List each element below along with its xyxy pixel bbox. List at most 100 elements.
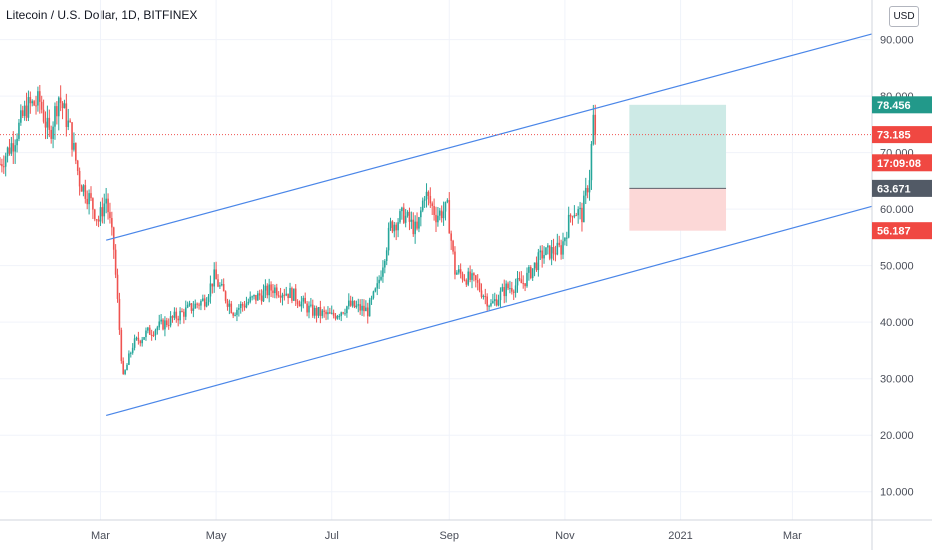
- channel-lines[interactable]: [0, 33, 873, 417]
- candle-body: [84, 185, 87, 199]
- candle-body: [567, 214, 570, 238]
- candle-body: [395, 224, 397, 231]
- candle-body: [130, 352, 132, 354]
- candle-body: [571, 216, 574, 218]
- candle-body: [505, 283, 507, 297]
- candle-body: [175, 311, 178, 319]
- candle-body: [20, 110, 22, 123]
- candle-body: [1, 164, 3, 167]
- candle-body: [397, 222, 399, 231]
- candle-body: [330, 312, 333, 314]
- candle-body: [207, 296, 210, 303]
- candle-body: [558, 242, 561, 246]
- candle-body: [492, 301, 494, 304]
- candle-body: [427, 191, 430, 196]
- candle-body: [156, 327, 159, 331]
- candle-body: [184, 307, 187, 317]
- candle-body: [16, 138, 18, 146]
- candle-body: [588, 180, 591, 193]
- y-tick-label: 10.000: [880, 487, 914, 499]
- candle-body: [215, 269, 217, 280]
- candle-body: [457, 269, 460, 273]
- candle-body: [389, 221, 392, 228]
- candle-body: [562, 241, 564, 255]
- candle-body: [410, 219, 413, 222]
- candle-body: [480, 290, 483, 297]
- y-tick-label: 40.000: [880, 317, 914, 329]
- candle-body: [475, 275, 477, 281]
- candle-body: [23, 105, 26, 116]
- currency-button[interactable]: USD: [889, 6, 919, 27]
- channel-upper-line[interactable]: [106, 33, 873, 241]
- candles: [0, 85, 597, 376]
- candle-body: [577, 209, 579, 216]
- candle-body: [291, 288, 293, 301]
- candle-body: [135, 337, 138, 339]
- candle-body: [465, 280, 468, 285]
- candle-body: [124, 370, 126, 375]
- candle-body: [141, 339, 143, 344]
- candle-body: [293, 288, 295, 301]
- channel-lower-line[interactable]: [105, 205, 873, 417]
- candle-body: [188, 303, 191, 305]
- candle-body: [260, 295, 263, 302]
- candle-body: [537, 252, 540, 271]
- candle-body: [211, 283, 214, 287]
- candle-body: [520, 279, 523, 284]
- price-badge: [872, 222, 932, 240]
- candle-body: [152, 334, 155, 336]
- candle-body: [239, 304, 242, 309]
- candle-body: [105, 198, 107, 204]
- candle-body: [408, 211, 411, 222]
- candle-body: [531, 268, 534, 278]
- position-tool[interactable]: [629, 104, 727, 231]
- candle-body: [368, 299, 371, 317]
- candle-body: [238, 308, 240, 310]
- candle-body: [346, 306, 348, 314]
- candle-body: [384, 260, 386, 268]
- candle-body: [564, 237, 566, 242]
- candle-body: [266, 285, 269, 296]
- candle-body: [198, 304, 200, 306]
- candle-body: [380, 276, 382, 280]
- candle-body: [514, 285, 517, 293]
- candle-body: [372, 291, 375, 298]
- candle-body: [118, 298, 121, 330]
- candle-body: [192, 308, 195, 311]
- candle-body: [556, 242, 559, 255]
- candle-body: [4, 156, 7, 167]
- candle-body: [99, 207, 102, 222]
- candle-body: [243, 305, 246, 308]
- candle-body: [522, 283, 524, 285]
- candle-body: [338, 315, 341, 317]
- candle-body: [545, 247, 547, 255]
- candle-body: [220, 284, 223, 286]
- candle-body: [226, 300, 229, 307]
- candle-body: [154, 330, 157, 336]
- candle-body: [31, 101, 34, 104]
- candle-body: [281, 294, 284, 298]
- candle-body: [404, 215, 407, 223]
- candle-body: [357, 304, 360, 306]
- candle-body: [294, 288, 297, 302]
- candle-body: [418, 217, 420, 229]
- candle-body: [370, 297, 373, 300]
- candle-body: [535, 262, 538, 271]
- candle-body: [385, 250, 388, 261]
- candle-body: [59, 97, 62, 103]
- candle-body: [289, 288, 291, 299]
- candle-body: [507, 283, 509, 289]
- candle-body: [321, 310, 324, 316]
- candle-body: [27, 97, 30, 118]
- candle-body: [300, 301, 303, 307]
- candle-body: [348, 300, 350, 307]
- candle-body: [575, 215, 578, 217]
- candle-body: [264, 285, 267, 291]
- candle-body: [61, 102, 64, 109]
- candle-body: [552, 247, 555, 254]
- y-tick-label: 20.000: [880, 430, 914, 442]
- x-tick-label: Sep: [439, 530, 459, 542]
- candle-body: [247, 301, 250, 304]
